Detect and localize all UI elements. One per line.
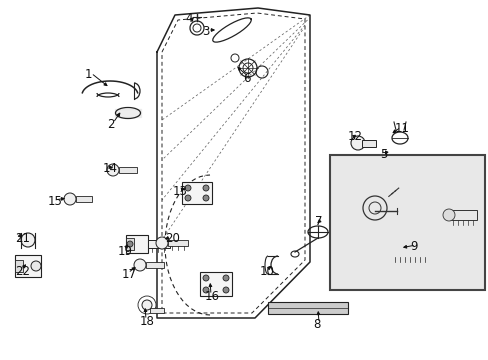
- Text: 6: 6: [243, 72, 250, 85]
- Circle shape: [203, 185, 208, 191]
- Text: 22: 22: [15, 265, 30, 278]
- Circle shape: [21, 233, 35, 247]
- Text: 18: 18: [140, 315, 155, 328]
- Text: 17: 17: [122, 268, 137, 281]
- Bar: [448, 210, 476, 220]
- Text: 15: 15: [48, 195, 63, 208]
- Circle shape: [184, 185, 191, 191]
- Bar: [200, 272, 231, 296]
- Circle shape: [203, 287, 208, 293]
- Circle shape: [203, 275, 208, 281]
- Circle shape: [31, 261, 41, 271]
- Text: 12: 12: [347, 130, 362, 143]
- Bar: [15, 260, 23, 272]
- Bar: [146, 262, 163, 268]
- Text: 13: 13: [173, 185, 187, 198]
- Text: 21: 21: [15, 232, 30, 245]
- Text: 16: 16: [204, 290, 220, 303]
- Bar: [182, 182, 212, 204]
- Text: 11: 11: [394, 122, 409, 135]
- Bar: [267, 302, 347, 314]
- Circle shape: [203, 195, 208, 201]
- Text: 2: 2: [107, 118, 114, 131]
- Text: 20: 20: [164, 232, 180, 245]
- Bar: [329, 155, 484, 290]
- Text: 3: 3: [202, 25, 209, 38]
- Bar: [150, 308, 163, 313]
- Circle shape: [142, 300, 152, 310]
- Text: 10: 10: [260, 265, 274, 278]
- Circle shape: [107, 164, 119, 176]
- Bar: [361, 140, 375, 147]
- Circle shape: [350, 136, 364, 150]
- Circle shape: [134, 259, 146, 271]
- Bar: [126, 238, 134, 250]
- Circle shape: [64, 193, 76, 205]
- Text: 5: 5: [379, 148, 386, 161]
- Circle shape: [184, 195, 191, 201]
- Bar: [119, 167, 137, 173]
- Bar: [148, 240, 170, 248]
- Bar: [384, 245, 426, 257]
- Circle shape: [442, 209, 454, 221]
- Text: 14: 14: [103, 162, 118, 175]
- Text: 9: 9: [409, 240, 417, 253]
- Circle shape: [380, 244, 394, 258]
- Text: 4: 4: [184, 12, 192, 25]
- Circle shape: [156, 237, 168, 249]
- Text: 19: 19: [118, 245, 133, 258]
- Text: 8: 8: [312, 318, 320, 331]
- Bar: [76, 196, 92, 202]
- Circle shape: [223, 275, 228, 281]
- Circle shape: [223, 287, 228, 293]
- Circle shape: [127, 241, 133, 247]
- Bar: [168, 240, 187, 246]
- Bar: [126, 235, 148, 253]
- Bar: [15, 255, 41, 277]
- Text: 7: 7: [314, 215, 322, 228]
- Text: 1: 1: [85, 68, 92, 81]
